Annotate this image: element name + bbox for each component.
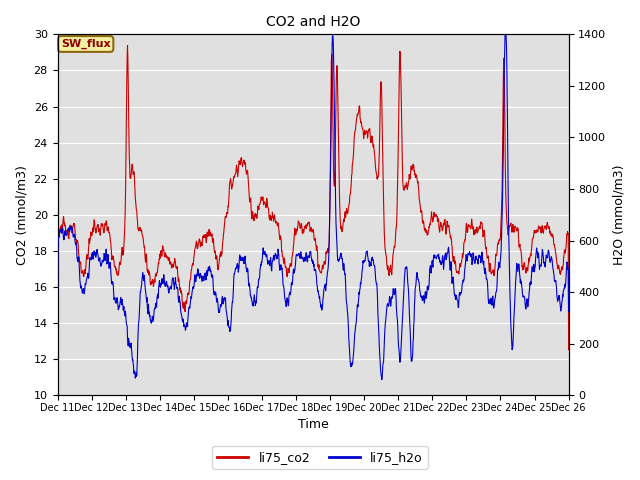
Text: SW_flux: SW_flux bbox=[61, 39, 111, 49]
Legend: li75_co2, li75_h2o: li75_co2, li75_h2o bbox=[212, 446, 428, 469]
X-axis label: Time: Time bbox=[298, 419, 328, 432]
Y-axis label: CO2 (mmol/m3): CO2 (mmol/m3) bbox=[15, 165, 28, 264]
Y-axis label: H2O (mmol/m3): H2O (mmol/m3) bbox=[612, 165, 625, 265]
Title: CO2 and H2O: CO2 and H2O bbox=[266, 15, 360, 29]
